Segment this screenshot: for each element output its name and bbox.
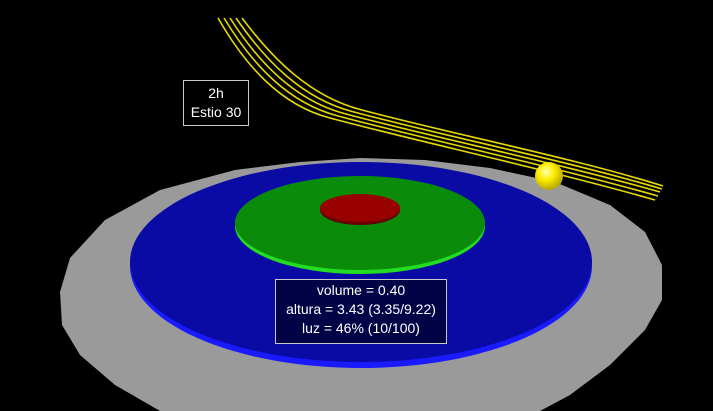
time-overlay: 2h Estio 30	[183, 80, 249, 126]
luz-readout: luz = 46% (10/100)	[302, 320, 420, 336]
volume-readout: volume = 0.40	[316, 282, 406, 298]
red-disc	[320, 194, 400, 222]
sun-sphere[interactable]	[535, 162, 563, 190]
altura-readout: altura = 3.43 (3.35/9.22)	[286, 301, 436, 317]
season-day-label: Estio 30	[190, 104, 242, 120]
sun-trajectory-trails	[217, 17, 664, 201]
info-overlay: volume = 0.40 altura = 3.43 (3.35/9.22) …	[275, 279, 447, 344]
hour-label: 2h	[208, 85, 224, 101]
